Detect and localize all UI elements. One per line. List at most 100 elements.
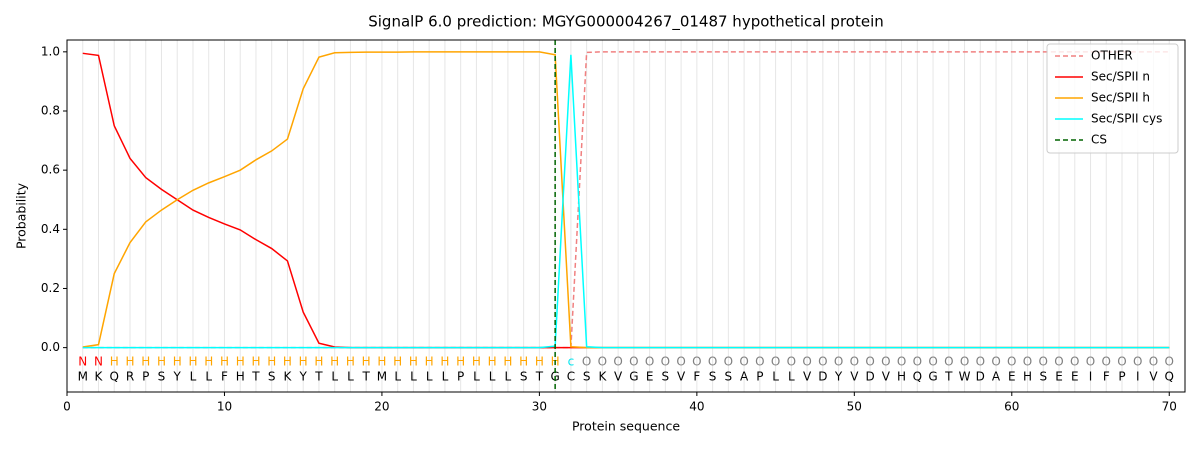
plot-frame [66,39,1186,393]
residue: Y [299,370,308,384]
residue: R [126,370,134,384]
region-label: H [535,355,544,369]
residue: D [976,370,985,384]
region-label: O [1102,355,1111,369]
region-label: O [1149,355,1158,369]
region-label: H [157,355,166,369]
residue: S [662,370,670,384]
region-label: O [676,355,685,369]
residue: V [614,370,623,384]
series-line [82,51,1170,349]
residue: T [944,370,953,384]
residue: V [677,370,686,384]
residue: G [629,370,638,384]
residue: V [882,370,891,384]
residue: E [1055,370,1063,384]
y-tick-label: 0.8 [41,103,60,117]
residue: K [598,370,607,384]
residue: F [1103,370,1110,384]
series-line [82,51,1170,349]
region-label: O [661,355,670,369]
residue: Y [173,370,182,384]
region-label: O [1039,355,1048,369]
residue: W [959,370,971,384]
region-label: O [771,355,780,369]
region-label: H [236,355,245,369]
region-label: O [976,355,985,369]
residue: T [362,370,371,384]
residue: V [1149,370,1158,384]
region-label: H [456,355,465,369]
residue: S [1039,370,1047,384]
region-label: H [440,355,449,369]
region-label: O [960,355,969,369]
region-label: N [94,355,103,369]
residue: E [1008,370,1016,384]
residue: L [426,370,433,384]
x-axis-label: Protein sequence [572,419,680,434]
region-label: H [393,355,402,369]
region-label: H [283,355,292,369]
region-label: O [1117,355,1126,369]
legend-box [1046,43,1179,154]
region-label: O [582,355,591,369]
residue: L [410,370,417,384]
region-label: O [1054,355,1063,369]
residue: L [772,370,779,384]
region-label: O [629,355,638,369]
residue: T [535,370,544,384]
region-label: O [692,355,701,369]
region-label: O [897,355,906,369]
x-tick-label: 60 [1004,400,1019,414]
region-label: H [362,355,371,369]
residue: H [1023,370,1032,384]
region-label: H [314,355,323,369]
residue: Y [834,370,843,384]
y-tick-label: 0.6 [41,163,60,177]
region-label: O [708,355,717,369]
region-label: H [425,355,434,369]
residue: L [489,370,496,384]
region-label: H [267,355,276,369]
residue: I [1136,370,1140,384]
legend-label: Sec/SPII n [1091,70,1150,84]
x-tick-label: 40 [689,400,704,414]
residue: F [221,370,228,384]
residue: C [567,370,575,384]
region-label: c [568,355,575,369]
region-label: H [220,355,229,369]
residue: P [142,370,149,384]
region-label: O [1007,355,1016,369]
series-line [82,52,1170,349]
region-label: H [251,355,260,369]
residue: M [377,370,387,384]
x-tick-label: 10 [217,400,232,414]
region-label: O [913,355,922,369]
region-label: O [755,355,764,369]
region-label: O [991,355,1000,369]
region-label: H [141,355,150,369]
residue: L [505,370,512,384]
residue: S [520,370,528,384]
residue: K [284,370,293,384]
residue: V [850,370,859,384]
x-tick-label: 0 [63,400,71,414]
residue: Q [1165,370,1174,384]
residue: V [803,370,812,384]
residue: S [725,370,733,384]
residue: S [583,370,591,384]
residue: A [740,370,749,384]
region-label: O [818,355,827,369]
residue: M [78,370,88,384]
region-label: H [519,355,528,369]
region-label: H [330,355,339,369]
region-label: H [488,355,497,369]
residue: S [268,370,276,384]
region-label: O [928,355,937,369]
legend-label: OTHER [1091,49,1133,63]
residue: L [347,370,354,384]
y-axis-label: Probability [14,182,29,249]
region-label: O [881,355,890,369]
legend-label: Sec/SPII cys [1091,112,1162,126]
residue: H [897,370,906,384]
